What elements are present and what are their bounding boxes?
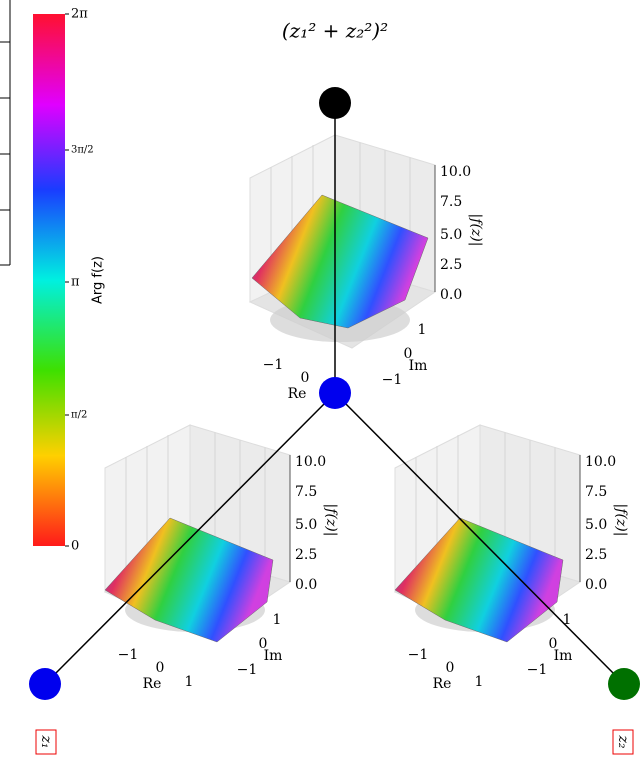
x-tick-label: −1 <box>408 647 429 663</box>
y-tick-label: −1 <box>237 662 258 678</box>
z-tick-label: 0.0 <box>585 577 607 593</box>
y-axis-label: Im <box>554 648 573 664</box>
x-tick-label: −1 <box>118 647 139 663</box>
x-axis-label: Re <box>288 386 307 402</box>
x-tick-label: 0 <box>446 660 455 676</box>
y-tick-label: 1 <box>418 322 427 338</box>
y-tick-label: 1 <box>273 612 282 628</box>
title: (z₁² + z₂²)² <box>282 19 388 43</box>
z-tick-label: 10.0 <box>585 454 616 470</box>
colorbar-tick-label: 0 <box>71 539 79 554</box>
colorbar-tick-label: π/2 <box>71 410 87 421</box>
inner-node <box>319 377 351 409</box>
z-axis-label: |f(z)| <box>468 214 484 247</box>
colorbar-tick-label: 2π <box>71 7 88 22</box>
table-fragment <box>0 0 11 266</box>
leaf-box <box>612 729 634 755</box>
colorbar-tick-label: 3π/2 <box>71 145 94 156</box>
y-axis-label: Im <box>409 358 428 374</box>
y-tick-label: −1 <box>527 662 548 678</box>
x-axis-label: Re <box>143 676 162 692</box>
z-tick-label: 5.0 <box>295 517 317 533</box>
plots: 10.07.55.02.50.0|f(z)|−10Re10−1Im10.07.5… <box>103 134 629 692</box>
z-tick-label: 10.0 <box>440 164 471 180</box>
colorbar-tick-label: π <box>71 275 80 290</box>
x-tick-label: 0 <box>301 370 310 386</box>
tree-edges <box>44 103 625 685</box>
y-axis-label: Im <box>264 648 283 664</box>
z-tick-label: 7.5 <box>585 484 607 500</box>
colorbar <box>33 14 65 546</box>
leaf-node <box>29 668 61 700</box>
root-node <box>319 87 351 119</box>
leaf-box <box>35 729 57 755</box>
z-tick-label: 7.5 <box>295 484 317 500</box>
surface <box>104 517 274 643</box>
surface <box>251 194 429 329</box>
leaf-node <box>608 668 640 700</box>
leaf-label: z₁ <box>38 735 54 749</box>
z-axis-label: |f(z)| <box>613 504 629 537</box>
z-tick-label: 5.0 <box>440 227 462 243</box>
z-axis-label: |f(z)| <box>323 504 339 537</box>
z-tick-label: 0.0 <box>295 577 317 593</box>
z-tick-label: 2.5 <box>295 547 317 563</box>
x-tick-label: 0 <box>156 660 165 676</box>
z-tick-label: 2.5 <box>440 257 462 273</box>
z-tick-label: 2.5 <box>585 547 607 563</box>
colorbar-label: Arg f(z) <box>91 256 106 304</box>
x-axis-label: Re <box>433 676 452 692</box>
x-tick-label: 1 <box>185 674 194 690</box>
leaf-label: z₂ <box>615 735 631 749</box>
x-tick-label: 1 <box>475 674 484 690</box>
y-tick-label: 0 <box>404 346 413 362</box>
z-tick-label: 5.0 <box>585 517 607 533</box>
z-tick-label: 0.0 <box>440 287 462 303</box>
y-tick-label: −1 <box>382 372 403 388</box>
y-tick-label: 1 <box>563 612 572 628</box>
z-tick-label: 10.0 <box>295 454 326 470</box>
y-tick-label: 0 <box>259 636 268 652</box>
z-tick-label: 7.5 <box>440 194 462 210</box>
y-tick-label: 0 <box>549 636 558 652</box>
x-tick-label: −1 <box>263 357 284 373</box>
